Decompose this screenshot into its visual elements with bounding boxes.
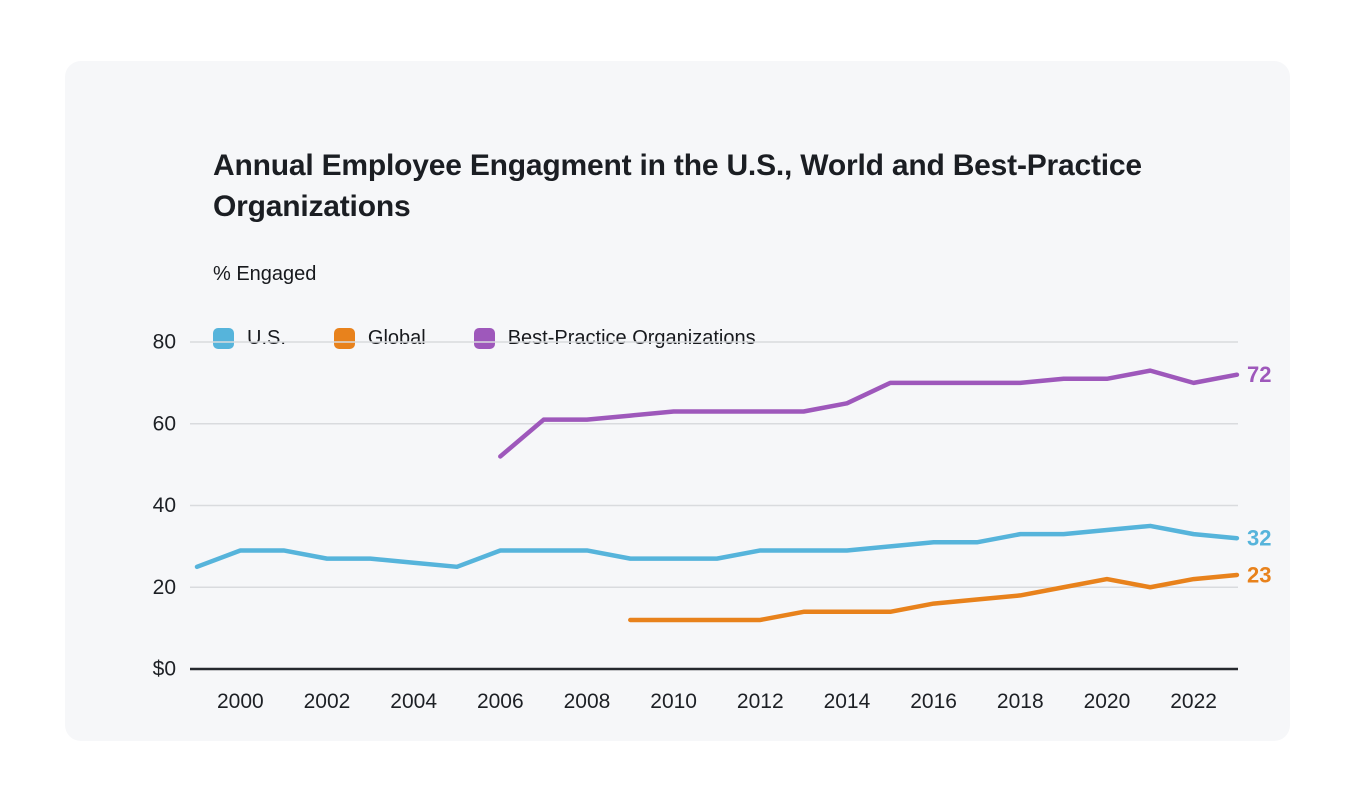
x-tick-label-2000: 2000 — [217, 690, 264, 713]
legend-item-best-practice: Best-Practice Organizations — [473, 327, 756, 350]
chart-legend: U.S. Global Best-Practice Organizations — [213, 327, 756, 350]
chart-card: Annual Employee Engagment in the U.S., W… — [65, 61, 1290, 741]
line-best-practice — [498, 368, 1240, 459]
legend-item-us: U.S. — [213, 327, 286, 350]
x-tick-label-2006: 2006 — [477, 690, 524, 713]
x-tick-label-2004: 2004 — [390, 690, 437, 713]
x-tick-label-2016: 2016 — [910, 690, 957, 713]
x-tick-label-2020: 2020 — [1084, 690, 1131, 713]
legend-label-best-practice: Best-Practice Organizations — [507, 327, 756, 349]
y-tick-label-60: 60 — [153, 412, 176, 435]
y-tick-label-20: 20 — [153, 576, 176, 599]
x-tick-label-2022: 2022 — [1170, 690, 1217, 713]
x-tick-label-2014: 2014 — [824, 690, 871, 713]
global-legend-swatch-icon — [333, 328, 355, 349]
us-legend-swatch-icon — [213, 328, 234, 349]
end-value-label-best-practice: 72 — [1247, 362, 1271, 387]
x-tick-label-2012: 2012 — [737, 690, 784, 713]
x-tick-label-2018: 2018 — [997, 690, 1044, 713]
legend-item-global: Global — [333, 327, 426, 350]
y-axis-unit-label: % Engaged — [213, 263, 317, 285]
legend-label-global: Global — [367, 327, 426, 349]
best-practice-legend-swatch-icon — [473, 328, 495, 349]
end-value-label-global: 23 — [1247, 562, 1271, 587]
line-us — [194, 523, 1240, 570]
chart-title: Annual Employee Engagment in the U.S., W… — [213, 149, 1142, 223]
x-tick-label-2008: 2008 — [564, 690, 611, 713]
x-tick-label-2010: 2010 — [650, 690, 697, 713]
y-tick-label-80: 80 — [153, 331, 176, 354]
x-tick-label-2002: 2002 — [304, 690, 351, 713]
y-tick-label-40: 40 — [153, 494, 176, 517]
legend-label-us: U.S. — [247, 327, 286, 349]
end-value-label-us: 32 — [1247, 526, 1271, 551]
line-global — [628, 572, 1240, 623]
y-tick-label-0: $0 — [153, 658, 176, 681]
